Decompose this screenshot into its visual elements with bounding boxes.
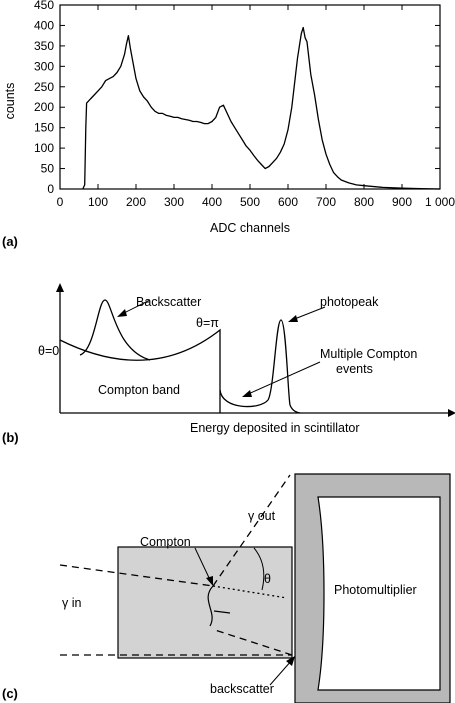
panel-label-c: (c) <box>2 686 18 701</box>
y-tick-label: 250 <box>34 80 54 94</box>
photomultiplier-label: Photomultiplier <box>334 583 417 597</box>
compton-continuum-curve <box>59 328 221 413</box>
panel-a: 0 50 100 150 200 250 300 350 400 450 0 100 200 300 40… <box>2 0 455 249</box>
y-tick-label: 0 <box>47 182 54 196</box>
plot-frame <box>59 4 441 190</box>
backscatter-label: Backscatter <box>136 295 201 309</box>
spectrum-series-line <box>82 26 441 190</box>
y-axis: 0 50 100 150 200 250 300 350 400 450 <box>34 0 440 196</box>
y-tick-label: 100 <box>34 141 54 155</box>
b-y-axis-arrow <box>56 283 64 292</box>
x-tick-label: 800 <box>354 195 374 209</box>
backscatter-pointer-arrowhead <box>286 656 295 666</box>
multiple-compton-arrowhead <box>242 390 252 397</box>
y-tick-label: 150 <box>34 121 54 135</box>
x-tick-label: 0 <box>57 195 64 209</box>
compton-electron-track <box>207 585 214 627</box>
x-tick-label: 100 <box>88 195 108 209</box>
panel-label-b: (b) <box>2 430 19 445</box>
x-axis-label: ADC channels <box>210 221 290 235</box>
x-tick-label: 900 <box>392 195 412 209</box>
photopeak-arrow <box>291 306 326 321</box>
theta-label: θ <box>264 572 271 586</box>
backscatter-arrowhead <box>117 309 127 317</box>
scintillator-crystal <box>117 546 293 659</box>
backscatter-outgoing-track <box>214 629 293 656</box>
panel-b: θ=0 θ=π Backscatter photopeak Multiple C… <box>2 283 455 445</box>
theta-pi-label: θ=π <box>196 316 219 330</box>
y-tick-label: 200 <box>34 100 54 114</box>
y-tick-label: 300 <box>34 59 54 73</box>
x-tick-label: 300 <box>164 195 184 209</box>
multiple-compton-arrow <box>245 361 321 396</box>
x-tick-label: 200 <box>126 195 146 209</box>
y-tick-label: 450 <box>34 0 54 12</box>
x-tick-label: 600 <box>278 195 298 209</box>
compton-arrow <box>194 547 212 583</box>
multiple-compton-curve <box>219 389 269 408</box>
x-tick-label: 1 000 <box>425 195 455 209</box>
b-x-axis-label: Energy deposited in scintillator <box>190 421 360 435</box>
x-tick-label: 500 <box>240 195 260 209</box>
theta-zero-label: θ=0 <box>38 344 59 358</box>
recoil-dash <box>213 610 231 614</box>
backscatter-pointer <box>269 659 293 686</box>
backscatter-label-c: backscatter <box>210 682 274 696</box>
x-axis: 0 100 200 300 400 500 600 700 800 900 1 000 <box>57 5 455 209</box>
compton-label: Compton <box>140 535 191 549</box>
gamma-out-label: γ out <box>248 509 276 523</box>
b-x-axis-arrow <box>448 409 455 417</box>
gamma-out-track <box>212 474 291 587</box>
gamma-in-label: γ in <box>62 596 82 610</box>
photomultiplier-housing <box>294 473 451 703</box>
x-tick-label: 400 <box>202 195 222 209</box>
photopeak-arrowhead <box>288 315 298 322</box>
y-tick-label: 50 <box>41 162 55 176</box>
photopeak-curve <box>267 319 301 414</box>
x-tick-label: 700 <box>316 195 336 209</box>
gamma-in-track <box>59 564 214 587</box>
compton-arrowhead <box>206 576 213 586</box>
y-tick-label: 350 <box>34 39 54 53</box>
backscatter-peak-curve <box>79 299 151 361</box>
multiple-compton-label-1: Multiple Compton <box>320 347 417 361</box>
multiple-compton-label-2: events <box>336 362 373 376</box>
photopeak-label: photopeak <box>320 295 379 309</box>
y-axis-label: counts <box>3 83 17 120</box>
y-tick-label: 400 <box>34 18 54 32</box>
compton-band-label: Compton band <box>98 383 180 397</box>
panel-label-a: (a) <box>2 234 18 249</box>
panel-c: Compton γ out θ γ in Photomultiplier bac… <box>2 473 451 703</box>
scattering-angle-arc <box>253 547 265 591</box>
